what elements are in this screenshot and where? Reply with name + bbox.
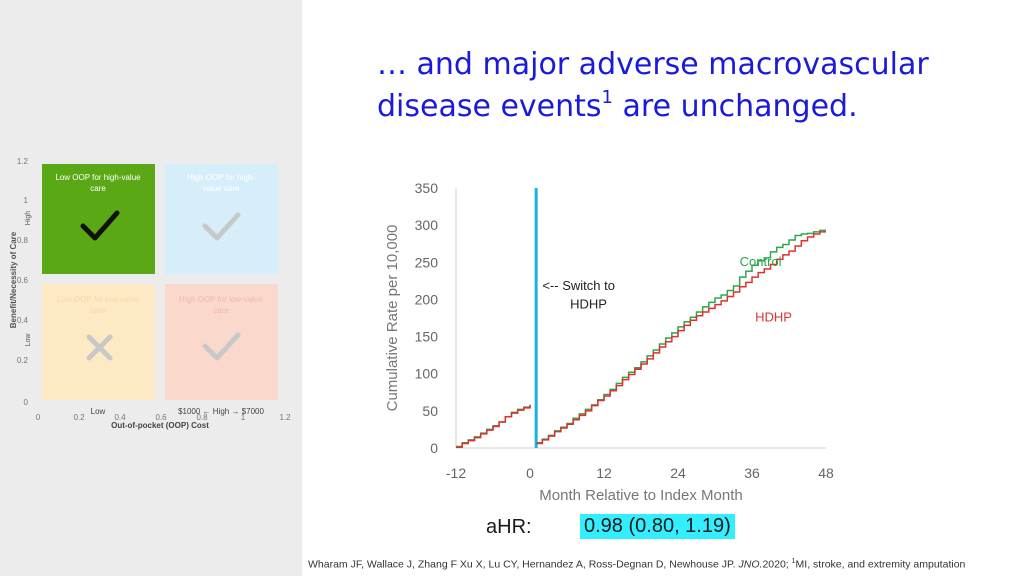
y-tick-label: 150 xyxy=(415,329,439,345)
citation-journal: JNO. xyxy=(738,558,763,571)
citation-footnote-marker: 1 xyxy=(791,558,796,565)
series-label-hdhp: HDHP xyxy=(755,310,792,325)
switch-label: HDHP xyxy=(570,296,607,311)
title-footnote-marker: 1 xyxy=(601,87,613,108)
x-tick-label: -12 xyxy=(446,465,466,481)
quad-cell-top-right xyxy=(165,164,278,274)
quad-x-low: Low xyxy=(91,407,106,416)
quad-x-tick: 0.8 xyxy=(196,413,208,422)
quad-tr-label: High OOP for high- xyxy=(187,173,255,182)
quad-x-tick: 0.6 xyxy=(155,413,167,422)
quad-x-high: $1000 ← High → $7000 xyxy=(178,407,264,416)
quad-y-high: High xyxy=(25,211,32,226)
quad-x-tick: 1.2 xyxy=(279,413,291,422)
quadrant-figure: 1.2 1 0.8 0.6 0.4 0.2 0 Benefit/Necessit… xyxy=(9,157,291,430)
cross-icon xyxy=(86,334,113,361)
quad-x-tick: 0.4 xyxy=(114,413,126,422)
quad-y-axis-label: Benefit/Necessity of Care xyxy=(9,231,18,328)
y-axis-label: Cumulative Rate per 10,000 xyxy=(384,225,401,412)
quad-y-tick: 1.2 xyxy=(17,157,29,166)
quad-cell-bottom-left xyxy=(42,284,155,400)
check-icon xyxy=(202,332,241,361)
quad-x-tick: 0.2 xyxy=(73,413,85,422)
slide-title: … and major adverse macrovascular diseas… xyxy=(377,44,997,128)
x-tick-labels: -12 0 12 24 36 48 xyxy=(446,465,834,481)
quad-cell-top-left xyxy=(42,164,155,274)
check-icon xyxy=(80,210,120,241)
quad-x-tick: 1 xyxy=(241,413,246,422)
title-line-2: disease events1 are unchanged. xyxy=(377,86,997,128)
quad-x-axis-label: Out-of-pocket (OOP) Cost xyxy=(111,421,209,430)
quad-y-tick: 0.2 xyxy=(17,356,29,365)
ahr-label: aHR: xyxy=(486,516,532,538)
quad-y-tick: 0.6 xyxy=(17,276,29,285)
x-axis-label: Month Relative to Index Month xyxy=(539,487,742,504)
quad-tr-label: value care xyxy=(203,184,240,193)
citation-footnote: MI, stroke, and extremity amputation xyxy=(795,558,966,571)
check-icon xyxy=(202,212,241,241)
ahr-value: 0.98 (0.80, 1.19) xyxy=(580,514,735,539)
series-group xyxy=(456,229,826,449)
title-line-2-text: disease events xyxy=(377,89,602,124)
quad-br-label: care xyxy=(213,306,229,315)
kaplan-meier-chart: 0 50 100 150 200 250 300 350 -12 0 12 24 36 48 <-- S… xyxy=(384,180,834,504)
citation: Wharam JF, Wallace J, Zhang F Xu X, Lu C… xyxy=(308,558,965,571)
quad-x-tick: 0 xyxy=(36,413,41,422)
y-tick-label: 0 xyxy=(430,440,438,456)
y-tick-label: 50 xyxy=(422,403,438,419)
x-tick-label: 48 xyxy=(818,465,834,481)
citation-year: 2020; xyxy=(762,558,792,571)
quad-br-label: High OOP for low-value xyxy=(179,295,263,304)
x-tick-label: 24 xyxy=(670,465,686,481)
x-tick-label: 12 xyxy=(596,465,612,481)
switch-label: <-- Switch to xyxy=(542,278,615,293)
quad-tl-label: Low OOP for high-value xyxy=(55,173,141,182)
quad-bl-label: Low OOP for low-value xyxy=(57,295,140,304)
quad-cell-bottom-right xyxy=(165,284,278,400)
y-tick-label: 250 xyxy=(415,254,439,270)
series-line-hdhp xyxy=(456,231,826,449)
quad-bl-label: care xyxy=(90,306,106,315)
y-tick-label: 200 xyxy=(415,291,439,307)
quad-y-tick: 0 xyxy=(24,398,29,407)
y-tick-label: 350 xyxy=(415,180,439,196)
x-tick-label: 36 xyxy=(744,465,760,481)
title-line-1: … and major adverse macrovascular xyxy=(377,47,929,82)
title-line-2-end: are unchanged. xyxy=(613,89,858,124)
quad-y-tick: 0.8 xyxy=(17,236,29,245)
quad-y-low: Low xyxy=(25,333,32,347)
y-tick-label: 100 xyxy=(415,366,439,382)
quad-y-tick: 1 xyxy=(24,196,29,205)
y-tick-labels: 0 50 100 150 200 250 300 350 xyxy=(415,180,439,456)
citation-authors: Wharam JF, Wallace J, Zhang F Xu X, Lu C… xyxy=(308,558,739,571)
y-tick-label: 300 xyxy=(415,217,439,233)
x-tick-label: 0 xyxy=(526,465,534,481)
series-label-control: Control xyxy=(740,254,782,269)
quad-y-tick: 0.4 xyxy=(17,316,29,325)
quad-tl-label: care xyxy=(90,184,106,193)
